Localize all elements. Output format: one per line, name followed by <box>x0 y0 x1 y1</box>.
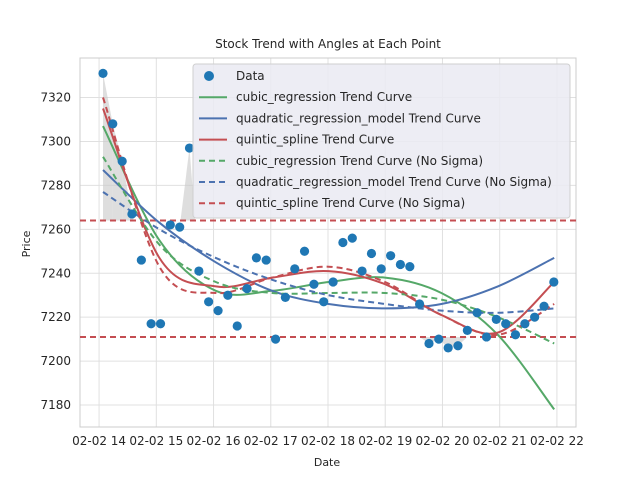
y-tick-label: 7280 <box>40 178 71 192</box>
data-point <box>386 251 396 261</box>
data-point <box>290 264 300 274</box>
data-point <box>453 341 463 351</box>
data-point <box>347 233 357 243</box>
data-point <box>405 262 415 272</box>
axes-frame <box>79 57 577 428</box>
data-point <box>414 299 425 309</box>
series-line-2 <box>102 169 555 310</box>
x-tick-label: 02-02 15 <box>129 434 183 448</box>
data-point <box>549 277 559 287</box>
data-point <box>280 292 290 303</box>
x-tick-label: 02-02 16 <box>187 434 241 448</box>
data-point <box>472 308 482 318</box>
data-point <box>270 334 281 344</box>
x-tick-label: 02-02 20 <box>415 434 469 448</box>
x-tick-label: 02-02 21 <box>473 434 527 448</box>
series-line-4 <box>102 156 555 345</box>
data-point <box>165 220 175 230</box>
lower-shade <box>419 336 429 344</box>
data-point <box>491 314 501 324</box>
data-point <box>501 319 511 329</box>
x-tick-label: 02-02 17 <box>244 434 298 448</box>
data-point <box>530 312 540 322</box>
y-tick-label: 7300 <box>40 134 71 148</box>
legend-label-4: cubic_regression Trend Curve (No Sigma) <box>236 154 483 168</box>
legend-marker-data <box>204 71 214 81</box>
chart-title: Stock Trend with Angles at Each Point <box>215 37 441 51</box>
data-point <box>338 237 348 248</box>
data-point <box>117 156 127 166</box>
upper-shade <box>103 73 113 221</box>
y-tick-label: 7240 <box>40 266 71 280</box>
x-tick-label: 02-02 18 <box>301 434 355 448</box>
legend-label-3: quintic_spline Trend Curve <box>236 133 394 147</box>
data-point <box>309 279 319 289</box>
legend-label-2: quadratic_regression_model Trend Curve <box>236 111 481 125</box>
data-point <box>155 319 166 329</box>
data-point <box>98 68 108 78</box>
x-tick-label: 02-02 14 <box>72 434 126 448</box>
upper-shade <box>112 123 123 221</box>
data-point <box>443 343 453 353</box>
data-point <box>462 325 472 335</box>
data-point <box>434 334 444 344</box>
y-tick-label: 7320 <box>40 91 71 105</box>
data-point <box>223 290 233 300</box>
data-point <box>108 119 118 129</box>
legend-label-5: quadratic_regression_model Trend Curve (… <box>236 175 552 189</box>
data-point <box>520 319 530 329</box>
y-tick-label: 7180 <box>40 398 71 412</box>
data-point <box>376 264 386 274</box>
x-axis-label: Date <box>314 456 341 469</box>
data-point <box>204 297 214 307</box>
data-point <box>184 143 195 153</box>
data-point <box>299 246 310 256</box>
data-point <box>319 297 329 307</box>
data-point <box>146 319 156 329</box>
legend-label-1: cubic_regression Trend Curve <box>236 90 412 104</box>
legend: Data cubic_regression Trend Curve quadrati… <box>192 63 571 219</box>
data-point <box>232 321 242 331</box>
data-point <box>194 266 204 276</box>
data-point <box>539 301 549 311</box>
data-point <box>127 209 137 219</box>
series-line-3 <box>102 108 555 335</box>
upper-shade <box>180 148 190 221</box>
legend-label-data: Data <box>236 69 265 83</box>
data-point <box>510 330 521 340</box>
data-point <box>424 338 434 349</box>
data-point <box>395 259 406 270</box>
legend-box <box>192 63 571 219</box>
x-tick-label: 02-02 22 <box>530 434 584 448</box>
data-point <box>366 248 377 259</box>
y-tick-label: 7220 <box>40 310 71 324</box>
data-point <box>481 332 492 342</box>
data-point <box>251 253 262 263</box>
y-axis-label: Price <box>20 230 33 257</box>
y-tick-label: 7200 <box>40 354 71 368</box>
y-tick-label: 7260 <box>40 222 71 236</box>
data-point <box>175 222 185 232</box>
data-point <box>261 255 271 265</box>
x-tick-label: 02-02 19 <box>358 434 412 448</box>
legend-label-6: quintic_spline Trend Curve (No Sigma) <box>236 196 465 210</box>
data-point <box>136 255 146 265</box>
data-point <box>242 284 252 294</box>
data-point <box>328 277 338 287</box>
series-line-6 <box>102 97 555 336</box>
data-point <box>357 266 367 276</box>
data-point <box>213 305 223 316</box>
